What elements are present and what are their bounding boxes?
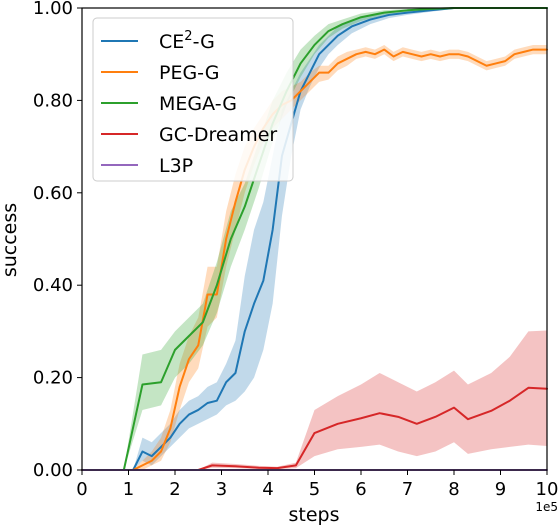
axis-ticks: 0 1 2 3 4 5 6 7 8 9 10 0.00 0.20 0.40 0.60 0.80 1.00 (33, 0, 559, 500)
x-tick-label: 6 (355, 479, 366, 500)
y-tick-label: 1.00 (33, 0, 73, 19)
band-peg-g (82, 44, 547, 471)
legend-frame (92, 17, 294, 182)
x-tick-label: 8 (448, 479, 459, 500)
x-tick-label: 5 (309, 479, 320, 500)
x-tick-label: 3 (216, 479, 227, 500)
y-tick-label: 0.80 (33, 90, 73, 111)
x-tick-label: 7 (402, 479, 413, 500)
y-tick-label: 0.40 (33, 275, 73, 296)
series-line-gc-dreamer (81, 386, 548, 471)
band-gc-dreamer (82, 330, 547, 470)
x-axis-label: steps (289, 504, 340, 525)
x-tick-label: 1 (123, 479, 134, 500)
x-tick-label: 0 (76, 479, 87, 500)
y-tick-label: 0.60 (33, 183, 73, 204)
series-line-peg-g (81, 48, 548, 471)
y-tick-label: 0.00 (33, 460, 73, 481)
x-tick-label: 10 (536, 479, 559, 500)
x-tick-label: 4 (262, 479, 273, 500)
y-tick-label: 0.20 (33, 368, 73, 389)
y-axis-label: success (0, 203, 21, 277)
legend-label-mega-g: MEGA-G (159, 93, 237, 115)
x-tick-label: 9 (495, 479, 506, 500)
legend-label-peg-g: PEG-G (159, 62, 219, 84)
x-tick-label: 2 (169, 479, 180, 500)
confidence-bands (82, 8, 547, 471)
x-offset-text: 1e5 (535, 500, 558, 514)
legend-label-gc-dreamer: GC-Dreamer (159, 124, 277, 146)
legend-label-l3p: L3P (159, 155, 193, 177)
